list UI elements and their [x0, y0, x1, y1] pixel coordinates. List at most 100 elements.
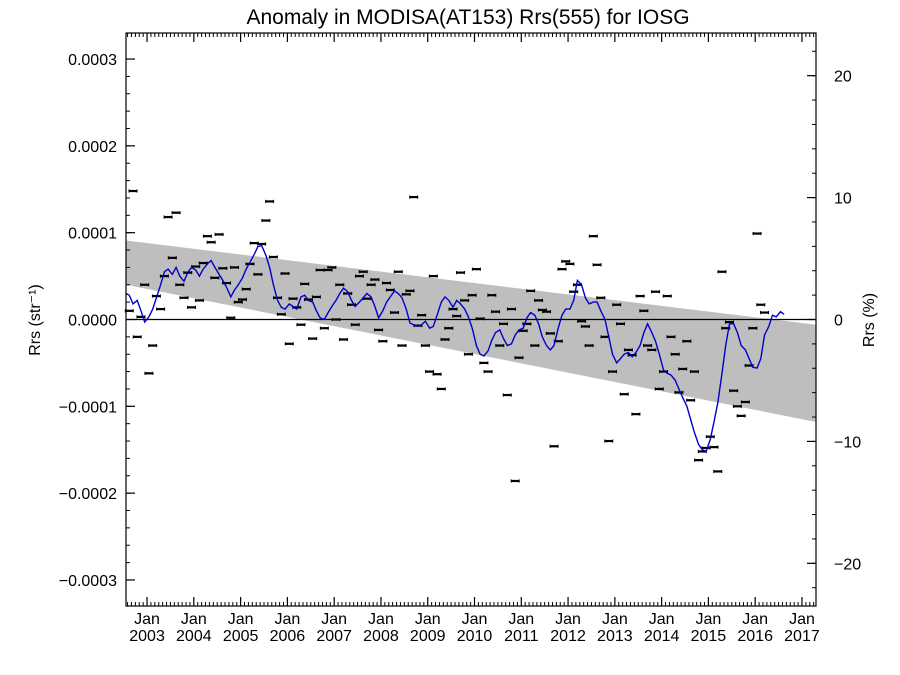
data-point [467, 293, 477, 297]
y-right-tick-label: 0 [834, 313, 843, 330]
x-tick-month-label: Jan [274, 611, 300, 628]
data-point [752, 231, 762, 236]
data-point [561, 259, 571, 263]
smooth-line-layer [125, 244, 785, 453]
data-point [717, 270, 727, 274]
data-point [210, 276, 220, 280]
data-point [514, 356, 524, 360]
data-point [265, 199, 275, 204]
data-point [179, 296, 189, 300]
data-point [499, 322, 509, 326]
data-point [662, 294, 672, 298]
data-point [530, 343, 540, 348]
data-point [378, 339, 388, 343]
data-point [323, 268, 333, 272]
data-point [233, 300, 243, 304]
data-point [713, 469, 723, 474]
data-point [417, 313, 427, 317]
data-point [471, 267, 481, 271]
x-tick-month-label: Jan [742, 611, 768, 628]
smooth-line [125, 244, 785, 453]
data-point [635, 294, 645, 298]
y-left-tick-label: −0.0003 [59, 573, 117, 590]
data-point [241, 287, 251, 291]
data-point [331, 317, 341, 322]
data-point [366, 283, 376, 287]
data-point [748, 326, 758, 330]
x-tick-year-label: 2003 [129, 628, 165, 645]
data-point [405, 289, 415, 293]
data-point [608, 369, 618, 374]
data-point [654, 387, 664, 391]
data-point [354, 274, 364, 278]
data-point [542, 310, 552, 314]
data-point [335, 283, 345, 287]
data-point [237, 297, 247, 302]
data-point [619, 392, 629, 396]
data-point [502, 393, 512, 397]
data-point [475, 317, 485, 321]
data-point [534, 298, 544, 302]
data-point [156, 307, 166, 311]
y-left-tick-label: 0.0000 [68, 313, 117, 330]
data-point [483, 369, 493, 374]
x-tick-year-label: 2014 [644, 628, 680, 645]
data-point [647, 348, 657, 352]
trend-band [126, 240, 816, 422]
data-point [202, 234, 212, 238]
data-point [686, 398, 696, 402]
data-point [732, 404, 742, 408]
y-left-tick-label: 0.0003 [68, 52, 117, 69]
data-point [545, 331, 555, 335]
data-point [327, 265, 337, 270]
data-point [678, 367, 688, 371]
data-point [440, 337, 450, 342]
data-point [740, 400, 750, 404]
x-tick-month-label: Jan [415, 611, 441, 628]
data-point [565, 262, 575, 266]
data-point [296, 323, 306, 327]
x-tick-year-label: 2013 [597, 628, 633, 645]
x-tick-year-label: 2005 [223, 628, 259, 645]
data-point [163, 215, 173, 219]
data-point [694, 458, 704, 462]
x-tick-year-label: 2004 [176, 628, 212, 645]
data-points-layer [124, 189, 770, 483]
data-point [132, 335, 142, 339]
x-tick-month-label: Jan [134, 611, 160, 628]
x-tick-year-label: 2012 [550, 628, 586, 645]
data-point [643, 343, 653, 348]
data-point [436, 387, 446, 391]
data-point [479, 361, 489, 365]
y-left-tick-label: 0.0001 [68, 226, 117, 243]
data-point [639, 309, 649, 313]
data-point [245, 262, 255, 266]
data-point [557, 267, 567, 271]
data-point [319, 326, 329, 330]
data-point [588, 234, 598, 238]
data-point [760, 310, 770, 315]
data-point [311, 295, 321, 299]
x-tick-year-label: 2006 [270, 628, 306, 645]
x-tick-year-label: 2015 [691, 628, 727, 645]
data-point [592, 263, 602, 267]
data-point [495, 343, 505, 348]
y-right-axis: 20 10 0 −10 −20 [807, 50, 861, 589]
data-point [257, 242, 267, 246]
data-point [756, 303, 766, 307]
data-point [651, 290, 661, 294]
x-tick-year-label: 2008 [363, 628, 399, 645]
x-tick-month-label: Jan [321, 611, 347, 628]
data-point [148, 343, 158, 348]
data-point [689, 369, 699, 374]
x-axis: Jan2003Jan2004Jan2005Jan2006Jan2007Jan20… [127, 33, 820, 645]
data-point [249, 241, 259, 245]
data-point [206, 240, 216, 244]
data-point [510, 479, 520, 483]
data-point [615, 322, 625, 326]
data-point [580, 324, 590, 329]
data-point [444, 326, 454, 330]
data-point [577, 319, 587, 323]
x-tick-month-label: Jan [555, 611, 581, 628]
data-point [670, 352, 680, 356]
